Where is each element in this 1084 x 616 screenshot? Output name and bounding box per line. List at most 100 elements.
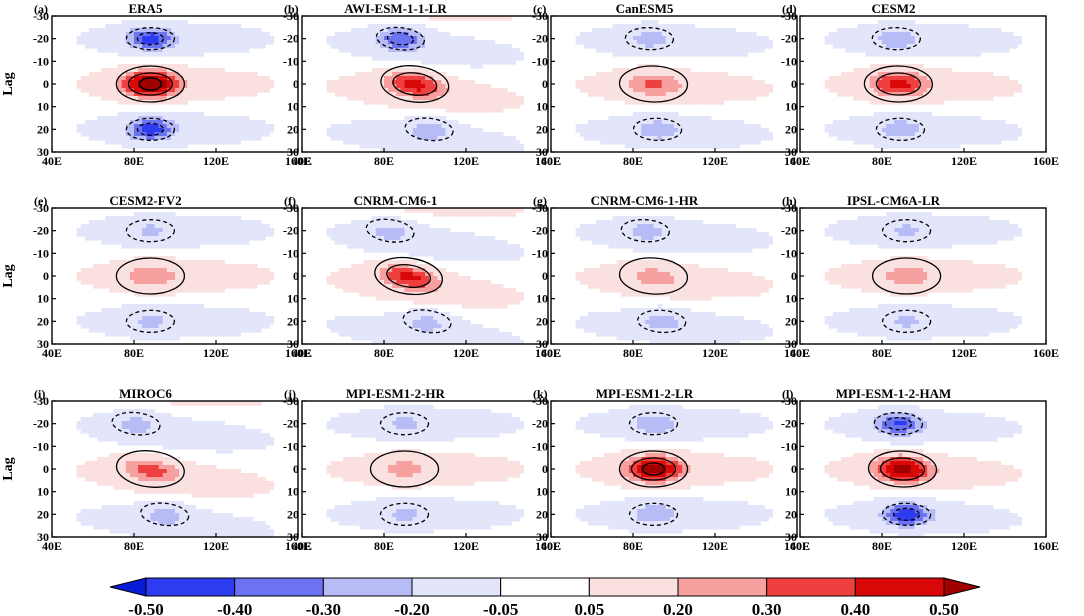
heat-cell <box>199 32 205 37</box>
heat-cell <box>674 52 679 57</box>
heat-cell <box>939 44 945 49</box>
heat-cell <box>211 48 217 53</box>
heat-cell <box>587 40 593 45</box>
heat-cell <box>203 140 209 145</box>
heat-cell <box>154 32 160 37</box>
heat-cell <box>719 88 724 93</box>
heat-cell <box>474 96 479 101</box>
heat-cell <box>211 272 217 277</box>
heat-cell <box>228 48 233 53</box>
heat-cell <box>142 220 147 225</box>
heat-cell <box>183 116 188 121</box>
heat-cell <box>117 84 123 89</box>
heat-cell <box>117 48 123 53</box>
heat-cell <box>240 84 246 89</box>
heat-cell <box>154 324 160 329</box>
heat-cell <box>620 140 626 145</box>
heat-cell <box>678 44 683 49</box>
heat-cell <box>764 84 769 89</box>
heat-cell <box>715 92 720 97</box>
heat-cell <box>507 56 512 61</box>
heat-cell <box>338 84 344 89</box>
heat-cell <box>150 224 156 229</box>
heat-cell <box>445 36 451 41</box>
heat-cell <box>384 28 389 33</box>
heat-cell <box>608 128 614 133</box>
heat-cell <box>175 36 180 41</box>
heat-cell <box>931 124 936 129</box>
heat-cell <box>914 80 920 85</box>
heat-cell <box>474 16 479 21</box>
heat-cell <box>375 144 381 149</box>
heat-cell <box>121 324 127 329</box>
heat-cell <box>109 228 115 233</box>
heat-cell <box>486 96 492 101</box>
heat-cell <box>101 96 106 101</box>
heat-cell <box>747 32 753 37</box>
heat-cell <box>470 88 475 93</box>
heat-cell <box>384 88 389 93</box>
heat-cell <box>138 44 143 49</box>
heat-cell <box>698 32 704 37</box>
heat-cell <box>832 84 838 89</box>
heat-cell <box>943 48 949 53</box>
heat-cell <box>129 260 135 265</box>
heat-cell <box>191 28 197 33</box>
heat-cell <box>203 28 209 33</box>
x-tick-label: 80E <box>374 154 394 168</box>
heat-cell <box>179 128 184 133</box>
heat-cell <box>441 136 447 141</box>
heat-cell <box>408 84 414 89</box>
heat-cell <box>367 72 373 77</box>
heat-cell <box>101 76 106 81</box>
heat-cell <box>923 120 928 125</box>
heat-cell <box>706 144 712 149</box>
heat-cell <box>616 76 622 81</box>
heat-cell <box>187 128 192 133</box>
heat-cell <box>710 120 716 125</box>
heat-cell <box>841 36 846 41</box>
heat-cell <box>109 40 115 45</box>
heat-cell <box>175 120 180 125</box>
heat-cell <box>641 132 646 137</box>
heat-cell <box>408 132 414 137</box>
heat-cell <box>179 268 184 273</box>
heat-cell <box>886 88 891 93</box>
heat-cell <box>199 320 205 325</box>
heat-cell <box>109 276 115 281</box>
heat-cell <box>657 88 663 93</box>
heat-cell <box>935 28 940 33</box>
heat-cell <box>425 96 430 101</box>
heat-cell <box>97 116 102 121</box>
heat-cell <box>121 112 127 117</box>
heat-cell <box>154 72 160 77</box>
heat-cell <box>129 216 135 221</box>
heat-cell <box>187 28 192 33</box>
heat-cell <box>988 40 994 45</box>
heat-cell <box>608 124 614 129</box>
heat-cell <box>396 40 401 45</box>
heat-cell <box>719 132 724 137</box>
heat-cell <box>587 124 593 129</box>
heat-cell <box>187 260 192 265</box>
heat-cell <box>175 232 180 237</box>
heat-cell <box>129 100 135 105</box>
heat-cell <box>964 84 969 89</box>
heat-cell <box>199 272 205 277</box>
heat-cell <box>645 24 650 29</box>
heat-cell <box>347 140 352 145</box>
heat-cell <box>384 124 389 129</box>
heat-cell <box>150 144 156 149</box>
heat-cell <box>80 88 86 93</box>
heat-cell <box>76 40 82 45</box>
heat-cell <box>363 88 369 93</box>
heat-cell <box>179 52 184 57</box>
heat-cell <box>179 324 184 329</box>
y-tick-label: -20 <box>283 32 299 46</box>
heat-cell <box>187 24 192 29</box>
heat-cell <box>117 240 123 245</box>
heat-cell <box>146 48 151 53</box>
heat-cell <box>396 48 401 53</box>
heat-cell <box>359 92 365 97</box>
